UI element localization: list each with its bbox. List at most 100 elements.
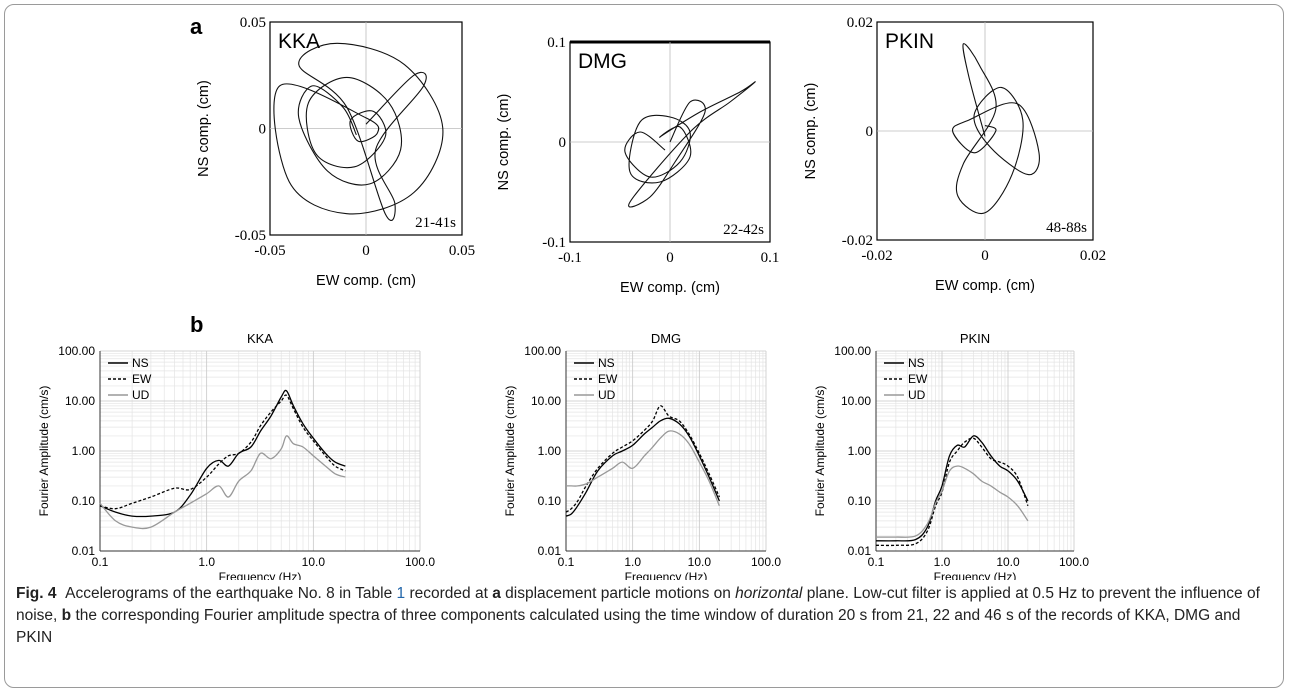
- spectrum-kka-xtick-0: 0.1: [92, 555, 109, 569]
- caption-a-label: a: [492, 585, 501, 602]
- spectrum-dmg-xtick-2: 10.0: [688, 555, 712, 569]
- pm-dmg-title: DMG: [578, 50, 627, 73]
- spectrum-dmg-ytick-3: 0.10: [538, 494, 562, 508]
- pm-dmg-ytick-1: 0: [559, 135, 567, 151]
- spectrum-kka-ytick-0: 100.00: [58, 344, 95, 358]
- spectrum-pkin-legend-label-ns: NS: [908, 356, 925, 370]
- pm-kka-xlabel: EW comp. (cm): [316, 273, 416, 289]
- panel-a-label: a: [190, 14, 203, 39]
- spectrum-kka-series-ud: [99, 435, 346, 530]
- caption-fig-label: Fig. 4: [16, 585, 57, 602]
- spectrum-dmg-series-ew: [565, 405, 720, 513]
- caption-text-4: plane. Low-cut filter is applied at 0.5 …: [16, 585, 1260, 624]
- caption-b-label: b: [61, 607, 72, 624]
- spectrum-pkin-title: PKIN: [960, 331, 990, 346]
- spectrum-kka-xtick-1: 1.0: [198, 555, 215, 569]
- pm-kka-ytick-0: 0.05: [240, 15, 266, 31]
- spectrum-dmg-ytick-1: 10.00: [531, 394, 561, 408]
- spectrum-kka-grid: [99, 350, 421, 552]
- spectrum-pkin-series-ew: [875, 437, 1029, 547]
- spectrum-kka-ylabel: Fourier Amplitude (cm/s): [37, 386, 51, 517]
- panel-b-label: b: [190, 312, 204, 337]
- pm-pkin-ytick-2: -0.02: [842, 233, 873, 249]
- spectrum-pkin-xtick-1: 1.0: [934, 555, 951, 569]
- pm-pkin-xtick-0: -0.02: [861, 248, 892, 264]
- pm-kka-ytick-1: 0: [259, 122, 267, 138]
- pm-kka-ylabel: NS comp. (cm): [196, 80, 212, 177]
- spectrum-dmg-series-ud: [566, 430, 721, 507]
- spectrum-kka-title: KKA: [247, 331, 273, 346]
- caption-text-5: the corresponding Fourier amplitude spec…: [16, 607, 1241, 646]
- pm-kka-window-label: 21-41s: [415, 215, 456, 231]
- spectrum-kka-xtick-3: 100.0: [405, 555, 435, 569]
- figure-caption: Fig. 4 Accelerograms of the earthquake N…: [16, 583, 1266, 649]
- pm-pkin-ytick-0: 0.02: [847, 15, 873, 31]
- pm-dmg-ytick-2: -0.1: [542, 235, 566, 251]
- spectrum-kka-ytick-4: 0.01: [72, 544, 96, 558]
- spectrum-pkin-legend-label-ew: EW: [908, 372, 928, 386]
- pm-kka-xtick-2: 0.05: [449, 243, 475, 259]
- spectrum-kka-ytick-1: 10.00: [65, 394, 95, 408]
- spectrum-dmg-series-ns: [565, 417, 720, 517]
- spectrum-pkin-ytick-4: 0.01: [848, 544, 872, 558]
- pm-pkin-ytick-1: 0: [866, 124, 874, 140]
- pm-pkin-title: PKIN: [885, 30, 934, 53]
- spectrum-dmg-title: DMG: [651, 331, 681, 346]
- pm-dmg-ylabel: NS comp. (cm): [496, 94, 512, 191]
- spectrum-dmg-xtick-0: 0.1: [558, 555, 575, 569]
- spectrum-pkin-xtick-2: 10.0: [996, 555, 1020, 569]
- pm-dmg-xtick-0: -0.1: [558, 250, 582, 266]
- spectrum-pkin-ylabel: Fourier Amplitude (cm/s): [813, 386, 827, 517]
- pm-dmg-ytick-0: 0.1: [547, 35, 566, 51]
- caption-text-2: recorded at: [405, 585, 493, 602]
- pm-dmg-xlabel: EW comp. (cm): [620, 280, 720, 296]
- spectrum-dmg-grid: [565, 350, 767, 552]
- pm-dmg-window-label: 22-42s: [723, 222, 764, 238]
- spectrum-kka-xtick-2: 10.0: [302, 555, 326, 569]
- caption-horizontal: horizontal: [735, 585, 803, 602]
- pm-dmg-xtick-1: 0: [666, 250, 674, 266]
- pm-kka-trajectory: [273, 42, 444, 221]
- spectrum-pkin-xlabel: Frequency (Hz): [934, 570, 1017, 580]
- figure-charts: KKA 21-41s -0.05 0 0.05 0.05 0 -0.05 EW comp. (c…: [37, 15, 1106, 580]
- pm-pkin-xtick-2: 0.02: [1080, 248, 1106, 264]
- spectrum-dmg-legend-label-ud: UD: [598, 388, 616, 402]
- spectrum-pkin-ytick-2: 1.00: [848, 444, 872, 458]
- pm-dmg-trajectory: [624, 81, 756, 208]
- pm-kka-title: KKA: [278, 30, 320, 53]
- caption-text-1: Accelerograms of the earthquake No. 8 in…: [65, 585, 397, 602]
- spectrum-pkin-xtick-3: 100.0: [1059, 555, 1089, 569]
- pm-pkin-trajectory: [952, 43, 1040, 215]
- pm-pkin-ylabel: NS comp. (cm): [803, 83, 819, 180]
- pm-kka-xtick-0: -0.05: [254, 243, 285, 259]
- spectrum-dmg-xtick-1: 1.0: [624, 555, 641, 569]
- spectrum-kka-legend-label-ns: NS: [132, 356, 149, 370]
- spectrum-pkin-grid: [875, 350, 1075, 552]
- spectrum-dmg-ytick-0: 100.00: [524, 344, 561, 358]
- spectrum-pkin-series-ud: [875, 465, 1029, 538]
- caption-text-3: displacement particle motions on: [500, 585, 736, 602]
- pm-pkin-xtick-1: 0: [981, 248, 989, 264]
- pm-pkin-xlabel: EW comp. (cm): [935, 278, 1035, 294]
- spectrum-dmg-ytick-4: 0.01: [538, 544, 562, 558]
- spectrum-dmg-ytick-2: 1.00: [538, 444, 562, 458]
- spectrum-pkin-ytick-0: 100.00: [834, 344, 871, 358]
- pm-kka-xtick-1: 0: [362, 243, 370, 259]
- spectrum-pkin-ytick-1: 10.00: [841, 394, 871, 408]
- spectrum-pkin-legend-label-ud: UD: [908, 388, 926, 402]
- spectrum-kka-legend-label-ud: UD: [132, 388, 150, 402]
- caption-table-link[interactable]: 1: [396, 585, 406, 602]
- pm-dmg-xtick-2: 0.1: [761, 250, 780, 266]
- spectrum-dmg-legend-label-ns: NS: [598, 356, 615, 370]
- spectrum-pkin-xtick-0: 0.1: [868, 555, 885, 569]
- spectrum-kka-series-ns: [99, 389, 346, 518]
- pm-pkin-window-label: 48-88s: [1046, 220, 1087, 236]
- spectrum-kka-legend-label-ew: EW: [132, 372, 152, 386]
- spectrum-pkin-series-ns: [875, 435, 1029, 542]
- spectrum-kka-ytick-3: 0.10: [72, 494, 96, 508]
- spectrum-dmg-ylabel: Fourier Amplitude (cm/s): [503, 386, 517, 517]
- spectrum-pkin-ytick-3: 0.10: [848, 494, 872, 508]
- spectrum-kka-series-ew: [99, 394, 346, 510]
- spectrum-kka-xlabel: Frequency (Hz): [219, 570, 302, 580]
- figure-frame: [4, 4, 1284, 688]
